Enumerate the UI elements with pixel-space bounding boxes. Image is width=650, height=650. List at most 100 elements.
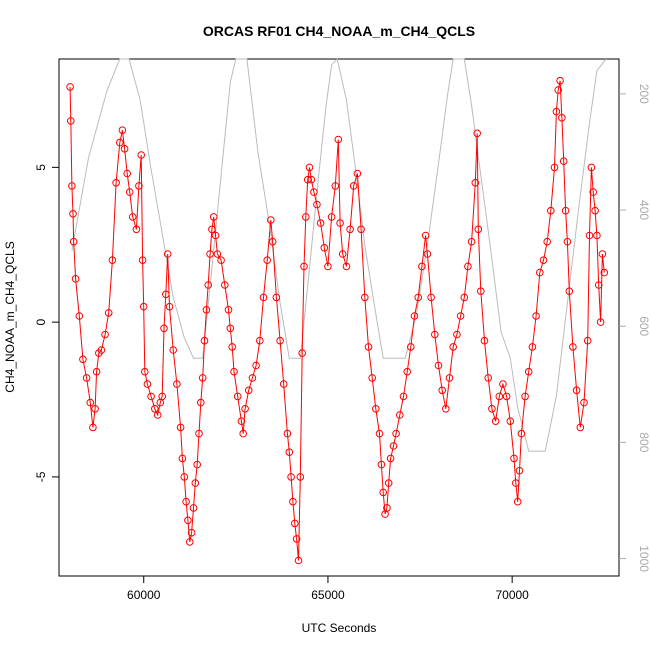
data-point xyxy=(346,225,354,234)
data-point xyxy=(403,367,412,376)
data-point xyxy=(151,405,159,413)
data-point xyxy=(165,302,174,311)
data-point xyxy=(120,145,129,153)
data-point xyxy=(252,361,260,370)
data-point xyxy=(460,293,469,302)
data-point xyxy=(69,237,78,246)
data-point xyxy=(338,250,347,258)
data-point xyxy=(524,367,533,376)
data-point xyxy=(68,182,76,190)
data-point xyxy=(384,479,393,487)
data-point xyxy=(169,346,177,354)
data-point xyxy=(377,460,386,469)
data-point xyxy=(135,182,143,190)
data-point xyxy=(75,312,84,320)
data-point xyxy=(438,386,447,395)
data-point xyxy=(217,256,225,265)
data-point xyxy=(512,479,520,487)
data-point xyxy=(517,429,526,438)
x-axis: 60000 65000 70000 xyxy=(127,576,529,602)
data-point xyxy=(206,250,214,258)
data-point xyxy=(233,392,242,401)
data-point xyxy=(224,306,233,314)
data-point xyxy=(364,343,373,351)
data-point xyxy=(418,262,426,271)
data-point xyxy=(239,429,247,438)
data-point xyxy=(396,411,404,419)
data-point xyxy=(82,374,91,382)
data-point xyxy=(587,163,596,172)
data-point xyxy=(389,442,398,450)
data-point xyxy=(513,497,522,506)
data-point xyxy=(556,76,564,85)
data-point xyxy=(547,206,555,215)
data-point xyxy=(407,343,415,351)
data-point xyxy=(583,336,592,345)
data-point xyxy=(228,343,236,351)
data-point xyxy=(272,293,281,302)
data-point xyxy=(331,182,340,190)
data-point xyxy=(342,262,351,271)
data-point xyxy=(585,231,594,240)
data-point xyxy=(386,454,395,463)
data-point xyxy=(86,398,95,407)
data-point xyxy=(456,312,465,320)
data-point xyxy=(305,163,314,172)
y-tick-label: -5 xyxy=(34,471,48,482)
data-point xyxy=(477,287,485,296)
data-point xyxy=(291,519,299,528)
data-point xyxy=(209,213,218,221)
data-point xyxy=(474,225,483,234)
data-point xyxy=(132,225,141,234)
data-point xyxy=(230,367,238,376)
data-point xyxy=(569,343,577,351)
data-point xyxy=(336,219,344,227)
data-point xyxy=(97,346,106,354)
data-point xyxy=(139,302,148,311)
data-point xyxy=(92,367,101,376)
data-point xyxy=(67,117,75,125)
data-point xyxy=(593,231,601,240)
data-point xyxy=(195,429,203,438)
data-point xyxy=(515,466,524,475)
data-point xyxy=(449,343,458,351)
data-point xyxy=(147,392,155,401)
data-point xyxy=(123,169,131,178)
data-point xyxy=(180,473,189,481)
data-point xyxy=(153,411,162,419)
y2-tick-label: 200 xyxy=(637,84,650,104)
data-point xyxy=(565,287,574,296)
data-point xyxy=(596,318,605,326)
data-point xyxy=(554,86,563,94)
data-point xyxy=(263,256,272,265)
data-point xyxy=(128,213,137,221)
data-point xyxy=(550,163,559,172)
data-point xyxy=(591,206,599,215)
data-point xyxy=(484,374,493,382)
data-point xyxy=(445,374,454,382)
data-point xyxy=(421,231,430,240)
data-point xyxy=(71,275,80,283)
data-point xyxy=(118,126,127,134)
data-point xyxy=(108,256,117,265)
data-point xyxy=(292,535,301,543)
y-axis-label: CH4_NOAA_m_CH4_QCLS xyxy=(3,241,17,392)
data-point xyxy=(539,256,548,265)
data-point xyxy=(310,188,318,196)
data-point xyxy=(316,219,325,227)
data-point xyxy=(198,374,207,382)
data-point xyxy=(137,151,145,159)
data-point xyxy=(163,250,172,258)
data-point xyxy=(302,213,310,221)
data-point xyxy=(101,330,109,339)
data-point xyxy=(298,349,307,357)
data-point xyxy=(287,473,295,481)
data-point xyxy=(160,324,168,333)
data-point xyxy=(506,417,515,426)
data-point xyxy=(158,392,166,401)
data-point xyxy=(197,398,205,407)
data-point xyxy=(268,237,277,246)
right-y-axis: 200 400 600 800 1000 xyxy=(619,84,650,572)
data-point xyxy=(532,312,540,320)
